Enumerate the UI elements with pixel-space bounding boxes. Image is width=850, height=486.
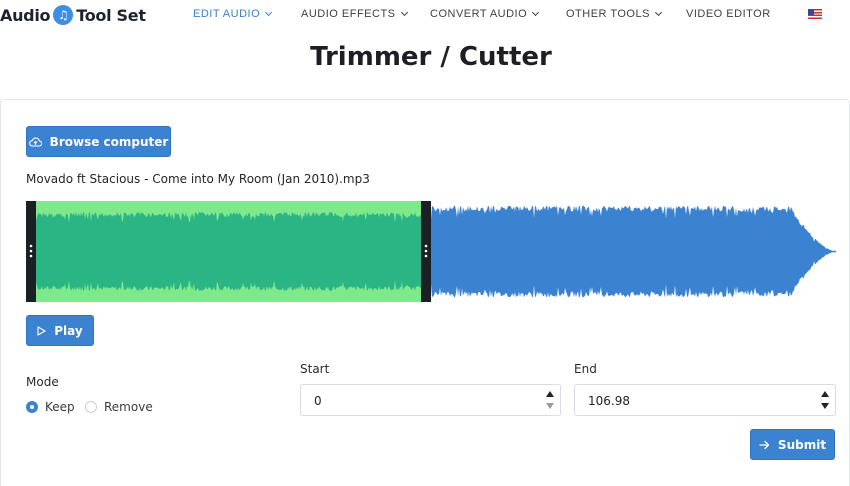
music-note-icon: ♫ xyxy=(53,5,74,25)
browse-computer-label: Browse computer xyxy=(49,134,169,149)
keep-radio[interactable] xyxy=(26,401,38,413)
chevron-down-icon xyxy=(532,8,540,17)
selection-handle-right[interactable] xyxy=(421,201,431,302)
site-logo[interactable]: Audio ♫ Tool Set xyxy=(0,4,146,26)
chevron-down-icon xyxy=(654,8,662,17)
logo-text-right: Tool Set xyxy=(76,5,146,25)
nav-edit-audio[interactable]: EDIT AUDIO xyxy=(193,8,273,20)
arrow-right-icon xyxy=(759,440,770,450)
nav-edit-audio-label: EDIT AUDIO xyxy=(193,8,261,20)
end-label: End xyxy=(574,362,597,376)
nav-video-editor-label: VIDEO EDITOR xyxy=(686,8,771,20)
play-button[interactable]: Play xyxy=(26,315,94,346)
play-icon xyxy=(37,325,46,336)
nav-other-tools[interactable]: OTHER TOOLS xyxy=(566,8,662,20)
chevron-down-icon xyxy=(400,8,408,17)
nav-audio-effects[interactable]: AUDIO EFFECTS xyxy=(301,8,408,20)
nav-audio-effects-label: AUDIO EFFECTS xyxy=(301,8,396,20)
us-flag-icon[interactable] xyxy=(808,9,822,19)
play-label: Play xyxy=(54,323,83,338)
nav-other-tools-label: OTHER TOOLS xyxy=(566,8,650,20)
nav-convert-audio-label: CONVERT AUDIO xyxy=(430,8,528,20)
selection-handle-left[interactable] xyxy=(26,201,36,302)
start-label: Start xyxy=(300,362,330,376)
remove-radio[interactable] xyxy=(85,401,97,413)
top-navbar: Audio ♫ Tool Set EDIT AUDIO AUDIO EFFECT… xyxy=(0,0,850,30)
start-stepper[interactable] xyxy=(544,388,556,412)
remove-label: Remove xyxy=(104,400,153,414)
end-input[interactable]: 106.98 xyxy=(574,384,836,416)
keep-label: Keep xyxy=(45,400,75,414)
end-value: 106.98 xyxy=(588,394,630,408)
browse-computer-button[interactable]: Browse computer xyxy=(26,126,171,157)
waveform-unselected xyxy=(422,205,836,298)
mode-remove-option[interactable]: Remove xyxy=(85,400,153,414)
start-input[interactable]: 0 xyxy=(300,384,561,416)
waveform-selected-body xyxy=(36,211,422,292)
submit-button[interactable]: Submit xyxy=(750,429,835,460)
mode-keep-option[interactable]: Keep xyxy=(26,400,75,414)
submit-label: Submit xyxy=(777,437,827,452)
stepper-up-icon[interactable] xyxy=(546,391,554,397)
chevron-down-icon xyxy=(265,8,273,17)
stepper-up-icon[interactable] xyxy=(821,391,829,397)
logo-text-left: Audio xyxy=(0,5,51,25)
stepper-down-icon[interactable] xyxy=(821,403,829,409)
page-title: Trimmer / Cutter xyxy=(310,42,552,72)
nav-convert-audio[interactable]: CONVERT AUDIO xyxy=(430,8,540,20)
stepper-down-icon[interactable] xyxy=(546,403,554,409)
file-name: Movado ft Stacious - Come into My Room (… xyxy=(26,172,370,186)
mode-label: Mode xyxy=(26,375,59,389)
end-stepper[interactable] xyxy=(819,388,831,412)
cloud-upload-icon xyxy=(28,137,42,147)
start-value: 0 xyxy=(314,394,322,408)
waveform-editor[interactable] xyxy=(26,201,836,302)
nav-video-editor[interactable]: VIDEO EDITOR xyxy=(686,8,771,20)
main-nav: EDIT AUDIO AUDIO EFFECTS CONVERT AUDIO O… xyxy=(0,8,850,22)
